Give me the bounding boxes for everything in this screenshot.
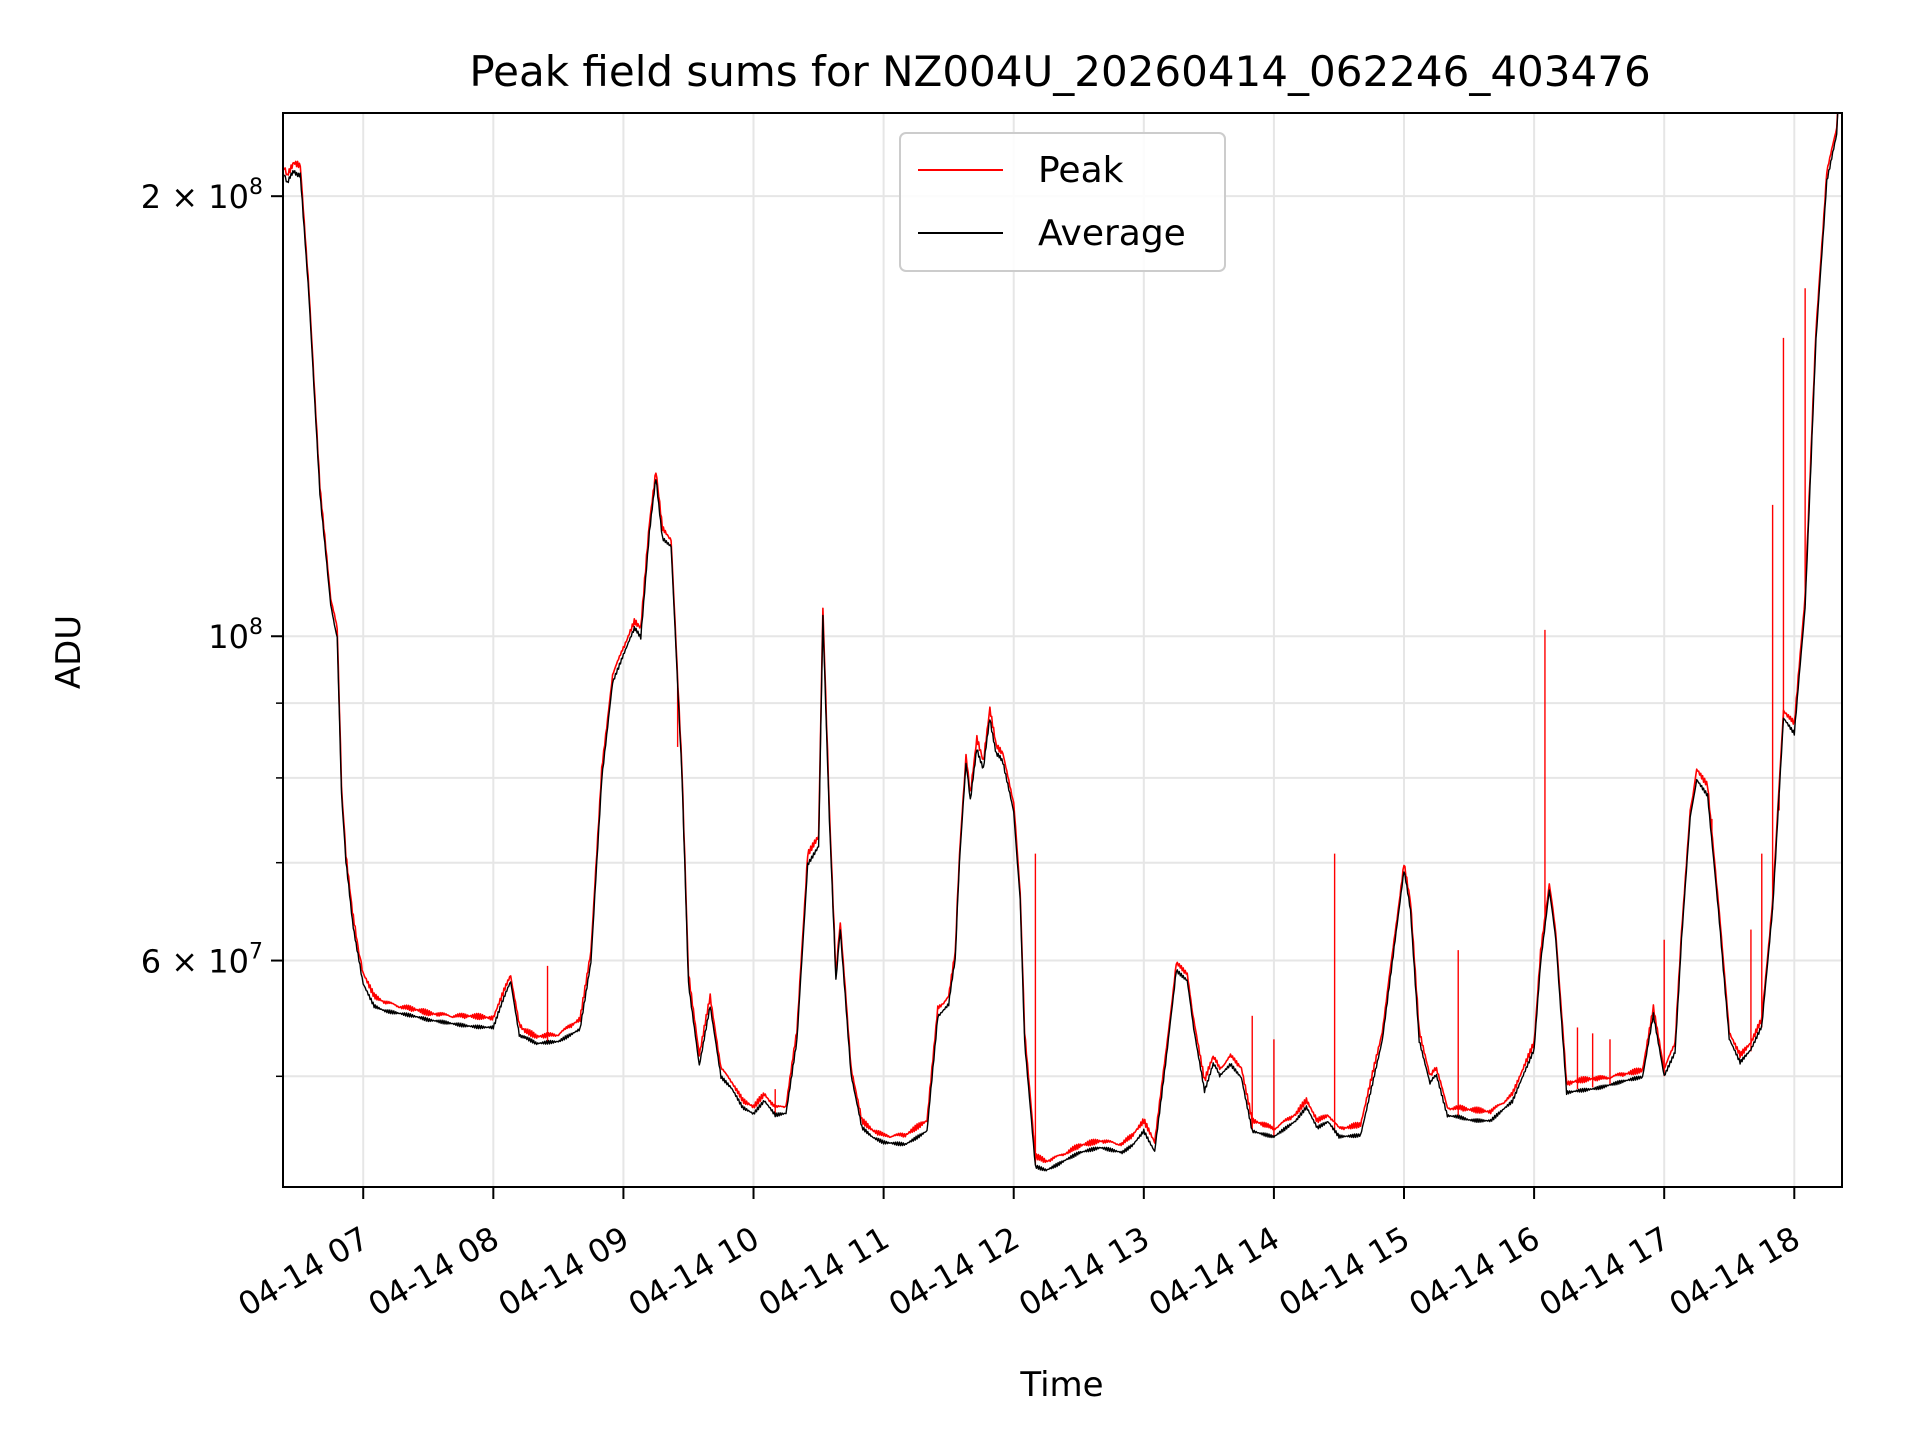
y-axis-label: ADU: [49, 615, 89, 689]
series-line-average: [283, 113, 1839, 1172]
y-tick-label: 6 × 107: [141, 940, 263, 981]
legend: Peak Average: [899, 132, 1226, 272]
legend-label-peak: Peak: [1038, 150, 1124, 191]
plot-frame: [282, 112, 1843, 1188]
chart-title: Peak field sums for NZ004U_20260414_0622…: [469, 47, 1650, 96]
y-axis: 2 × 108 108 6 × 107: [141, 175, 283, 1078]
x-axis-label: Time: [1019, 1365, 1103, 1405]
legend-box: [899, 132, 1226, 272]
legend-label-average: Average: [1038, 213, 1186, 254]
plot-series: [283, 113, 1839, 1172]
y-tick-label: 2 × 108: [141, 175, 263, 216]
y-tick-label: 108: [208, 615, 263, 656]
